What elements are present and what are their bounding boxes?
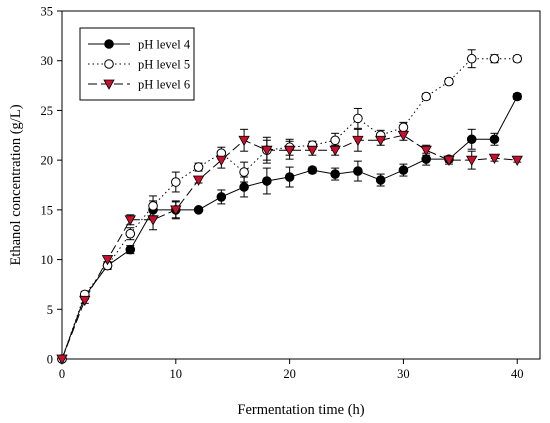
data-point-series-1: [421, 154, 431, 164]
x-axis-title: Fermentation time (h): [237, 402, 364, 418]
series-line-3: [61, 134, 518, 360]
data-point-series-3: [329, 145, 341, 157]
data-point-series-2: [421, 91, 431, 102]
data-point-series-1: [353, 166, 363, 176]
y-tick-label: 10: [41, 253, 54, 267]
data-point-series-1: [375, 175, 386, 185]
data-point-series-3: [79, 295, 91, 307]
y-tick-label: 5: [47, 303, 53, 317]
data-point-series-1: [239, 182, 249, 192]
data-point-series-1: [262, 176, 272, 186]
data-point-series-3: [170, 205, 182, 216]
legend: pH level 4 pH level 5 pH level 6: [79, 27, 195, 101]
x-tick-label: 0: [59, 367, 65, 381]
legend-label-1: pH level 4: [138, 38, 191, 52]
data-point-series-3: [147, 215, 159, 226]
data-point-series-2: [171, 177, 181, 187]
data-point-series-2: [125, 228, 136, 239]
y-tick-label: 25: [41, 104, 54, 118]
data-point-series-1: [512, 91, 523, 102]
data-point-series-3: [397, 130, 410, 142]
y-tick-label: 15: [41, 203, 54, 217]
legend-marker-1: [104, 39, 114, 49]
data-point-series-1: [330, 169, 340, 179]
y-tick-label: 20: [41, 154, 54, 168]
data-point-series-2: [148, 201, 158, 211]
data-point-series-1: [466, 134, 477, 145]
data-point-series-3: [306, 145, 319, 157]
data-point-series-2: [444, 76, 454, 87]
data-point-series-3: [374, 135, 387, 147]
data-point-series-3: [192, 175, 205, 186]
data-point-series-1: [284, 172, 295, 182]
legend-marker-3: [103, 79, 115, 90]
legend-label-3: pH level 6: [138, 78, 190, 92]
data-point-series-3: [261, 145, 273, 157]
data-point-series-2: [239, 167, 249, 177]
data-point-series-2: [489, 53, 500, 64]
data-point-series-3: [56, 354, 68, 365]
data-point-series-3: [124, 215, 136, 226]
legend-label-2: pH level 5: [138, 58, 190, 72]
x-tick-label: 20: [283, 367, 296, 381]
data-point-series-1: [398, 165, 409, 175]
data-point-series-2: [330, 135, 340, 146]
series-line-2: [61, 58, 518, 360]
data-point-series-2: [512, 53, 523, 64]
data-point-series-3: [488, 153, 501, 164]
data-point-series-3: [511, 155, 523, 166]
y-tick-label: 35: [41, 5, 54, 19]
data-point-series-3: [215, 155, 228, 166]
x-tick-label: 30: [397, 367, 410, 381]
data-point-series-3: [283, 145, 296, 157]
x-tick-label: 40: [511, 367, 524, 381]
y-axis-title: Ethanol concentration (g/L): [8, 104, 24, 265]
y-tick-label: 0: [47, 353, 53, 367]
data-point-series-2: [398, 122, 409, 133]
data-point-series-2: [353, 113, 363, 124]
legend-box: [79, 27, 195, 101]
plot-frame: [61, 10, 541, 360]
data-point-series-1: [125, 244, 136, 255]
x-tick-label: 10: [170, 367, 183, 381]
data-point-series-3: [443, 155, 455, 166]
data-point-series-2: [466, 53, 477, 64]
data-point-series-3: [238, 135, 250, 147]
y-tick-label: 30: [41, 54, 54, 68]
data-point-series-3: [420, 145, 432, 157]
data-point-series-1: [216, 192, 227, 202]
data-point-series-1: [489, 134, 500, 145]
data-point-series-3: [101, 255, 114, 266]
data-point-series-1: [307, 165, 318, 175]
data-point-series-3: [466, 155, 478, 166]
data-point-series-2: [193, 162, 204, 172]
data-point-series-1: [193, 205, 204, 215]
legend-marker-2: [104, 59, 114, 69]
data-point-series-3: [352, 135, 364, 147]
